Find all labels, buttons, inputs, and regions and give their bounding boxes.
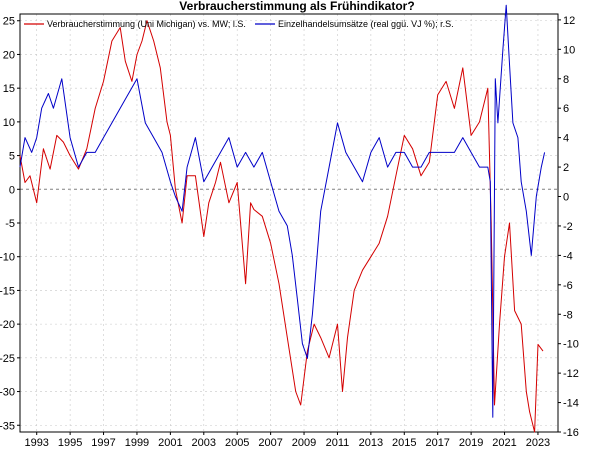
x-tick-label: 2013 <box>359 437 383 449</box>
x-tick-label: 2005 <box>225 437 249 449</box>
right-tick-label: -4 <box>563 250 573 262</box>
x-tick-label: 2001 <box>158 437 182 449</box>
right-tick-label: -10 <box>563 339 579 351</box>
x-axis: 1993 1995 1997 1999 2001 2003 2005 2007 2009 2011… <box>24 432 550 449</box>
left-tick-label: 0 <box>9 184 15 196</box>
left-tick-label: -20 <box>0 319 15 331</box>
retail-sales-line <box>19 4 546 418</box>
series-layer <box>19 4 546 433</box>
right-tick-label: -8 <box>563 309 573 321</box>
left-tick-label: 10 <box>3 117 15 129</box>
left-tick-label: -25 <box>0 353 15 365</box>
right-tick-label: -2 <box>563 221 573 233</box>
x-tick-label: 2003 <box>192 437 216 449</box>
left-tick-label: 5 <box>9 151 15 163</box>
right-tick-label: -14 <box>563 398 579 410</box>
left-tick-label: -35 <box>0 420 15 432</box>
right-tick-label: 12 <box>563 15 575 27</box>
right-tick-label: -6 <box>563 280 573 292</box>
chart-title: Verbraucherstimmung als Frühindikator? <box>179 0 414 13</box>
right-tick-label: 6 <box>563 103 569 115</box>
x-tick-label: 2021 <box>492 437 516 449</box>
legend-label-right-series: Einzelhandelsumsätze (real ggü. VJ %); r… <box>278 19 454 29</box>
x-tick-label: 2011 <box>326 437 350 449</box>
legend: Verbraucherstimmung (Uni Michigan) vs. M… <box>24 19 454 29</box>
left-tick-label: 15 <box>3 83 15 95</box>
x-tick-label: 1999 <box>125 437 149 449</box>
consumer-sentiment-line <box>19 20 544 433</box>
x-tick-label: 1995 <box>58 437 82 449</box>
right-y-axis: 12 10 8 6 4 2 0 -2 -4 -6 -8 -10 -12 -14 -16 <box>558 15 579 439</box>
left-tick-label: -15 <box>0 285 15 297</box>
legend-label-left-series: Verbraucherstimmung (Uni Michigan) vs. M… <box>47 19 246 29</box>
left-tick-label: -10 <box>0 252 15 264</box>
right-tick-label: 0 <box>563 192 569 204</box>
right-tick-label: -12 <box>563 368 579 380</box>
x-tick-label: 2019 <box>459 437 483 449</box>
x-tick-label: 1993 <box>24 437 48 449</box>
right-tick-label: 4 <box>563 133 569 145</box>
right-tick-label: 10 <box>563 44 575 56</box>
left-y-axis: 25 20 15 10 5 0 -5 -10 -15 -20 -25 -30 -35 <box>0 16 20 432</box>
right-tick-label: -16 <box>563 427 579 439</box>
x-tick-label: 2009 <box>292 437 316 449</box>
right-tick-label: 8 <box>563 74 569 86</box>
x-tick-label: 1997 <box>91 437 115 449</box>
x-tick-label: 2017 <box>425 437 449 449</box>
x-tick-label: 2023 <box>526 437 550 449</box>
left-tick-label: 20 <box>3 49 15 61</box>
right-tick-label: 2 <box>563 162 569 174</box>
left-tick-label: 25 <box>3 16 15 28</box>
left-tick-label: -30 <box>0 387 15 399</box>
x-tick-label: 2007 <box>258 437 282 449</box>
x-tick-label: 2015 <box>392 437 416 449</box>
left-tick-label: -5 <box>5 218 15 230</box>
